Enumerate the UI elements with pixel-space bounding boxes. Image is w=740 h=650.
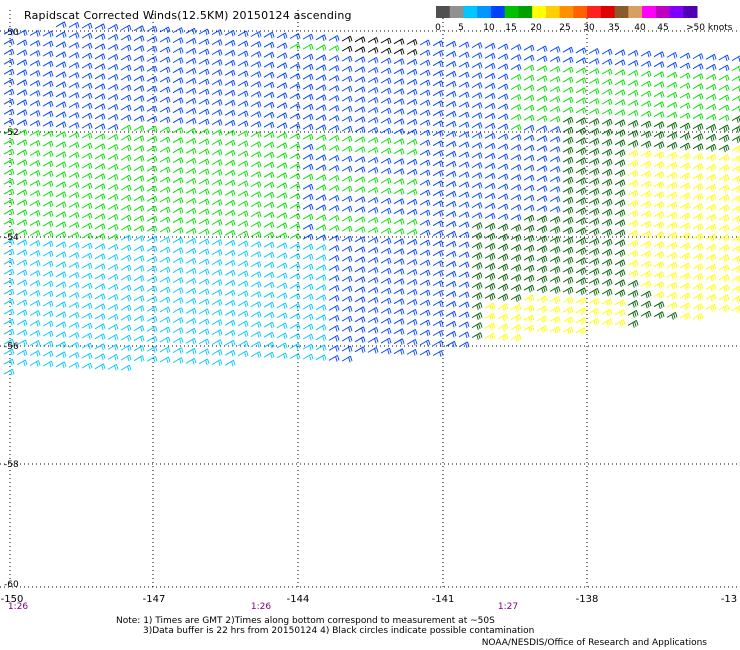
wind-barb-group xyxy=(3,21,740,363)
wind-barb-group xyxy=(3,43,740,241)
footnote-line-2: 3)Data buffer is 22 hrs from 20150124 4)… xyxy=(143,626,535,636)
legend-swatch xyxy=(642,6,657,18)
lon-label-141: -141 xyxy=(431,594,455,605)
legend-swatch xyxy=(628,6,643,18)
legend-tick-label: 10 xyxy=(483,23,495,33)
time-label-2: 1:26 xyxy=(250,602,272,612)
map-gridlines xyxy=(0,10,740,590)
legend-tick-label: 30 xyxy=(583,23,595,33)
legend-swatch xyxy=(449,6,464,18)
legend-tick-label: 25 xyxy=(559,23,570,33)
lat-label-58: -58 xyxy=(4,460,19,470)
time-label-1: 1:26 xyxy=(7,602,29,612)
legend-tick-label: 40 xyxy=(634,23,646,33)
credit-line: NOAA/NESDIS/Office of Research and Appli… xyxy=(481,638,707,648)
legend-tick-label: 45 xyxy=(657,23,668,33)
lat-label-60: -60 xyxy=(4,580,19,590)
legend-swatch xyxy=(504,6,519,18)
wind-barb-group xyxy=(471,115,740,340)
legend-swatch xyxy=(532,6,547,18)
wind-barb-group xyxy=(484,145,740,342)
legend-tick-label: >50 knots xyxy=(686,23,733,33)
legend-swatch xyxy=(490,6,506,18)
footnotes: Note: 1) Times are GMT 2)Times along bot… xyxy=(116,616,534,636)
time-label-3: 1:27 xyxy=(497,602,519,612)
lon-label-144: -144 xyxy=(286,594,310,605)
legend-swatch xyxy=(669,6,684,18)
legend-swatch xyxy=(683,6,698,18)
lon-label-147: -147 xyxy=(142,594,166,605)
lat-label-56: -56 xyxy=(4,342,19,352)
legend-swatch xyxy=(463,6,478,18)
legend-swatch xyxy=(587,6,602,18)
legend-swatch xyxy=(614,6,629,18)
legend-tick-label: 20 xyxy=(530,23,542,33)
lon-label-150: -150 xyxy=(0,594,24,605)
legend-swatch xyxy=(518,6,533,18)
legend-ticks: 0 5 10 15 20 25 30 35 40 45 >50 knots xyxy=(435,23,733,33)
legend-swatch xyxy=(545,6,561,18)
legend-tick-label: 15 xyxy=(505,23,516,33)
wind-barbs xyxy=(3,21,740,376)
legend-swatch xyxy=(436,6,451,18)
legend-swatch xyxy=(477,6,492,18)
legend-swatch xyxy=(655,6,671,18)
map-title: Rapidscat Corrected Winds(12.5KM) 201501… xyxy=(24,9,352,22)
legend-tick-label: 35 xyxy=(608,23,619,33)
lat-label-50: -50 xyxy=(4,28,19,38)
legend-tick-label: 0 xyxy=(435,23,441,33)
color-legend: 0 5 10 15 20 25 30 35 40 45 >50 knots xyxy=(435,6,733,33)
lon-label-138: -138 xyxy=(575,594,599,605)
legend-swatches xyxy=(436,6,698,18)
legend-swatch xyxy=(573,6,588,18)
legend-tick-label: 5 xyxy=(458,23,464,33)
legend-swatch xyxy=(559,6,574,18)
wind-barb-group xyxy=(3,234,327,376)
legend-swatch xyxy=(600,6,616,18)
lat-label-52: -52 xyxy=(4,128,19,138)
footnote-line-1: Note: 1) Times are GMT 2)Times along bot… xyxy=(116,616,495,626)
wind-barb-group xyxy=(341,35,418,56)
lon-label-135: -13 xyxy=(720,594,738,605)
lat-label-54: -54 xyxy=(4,233,19,243)
